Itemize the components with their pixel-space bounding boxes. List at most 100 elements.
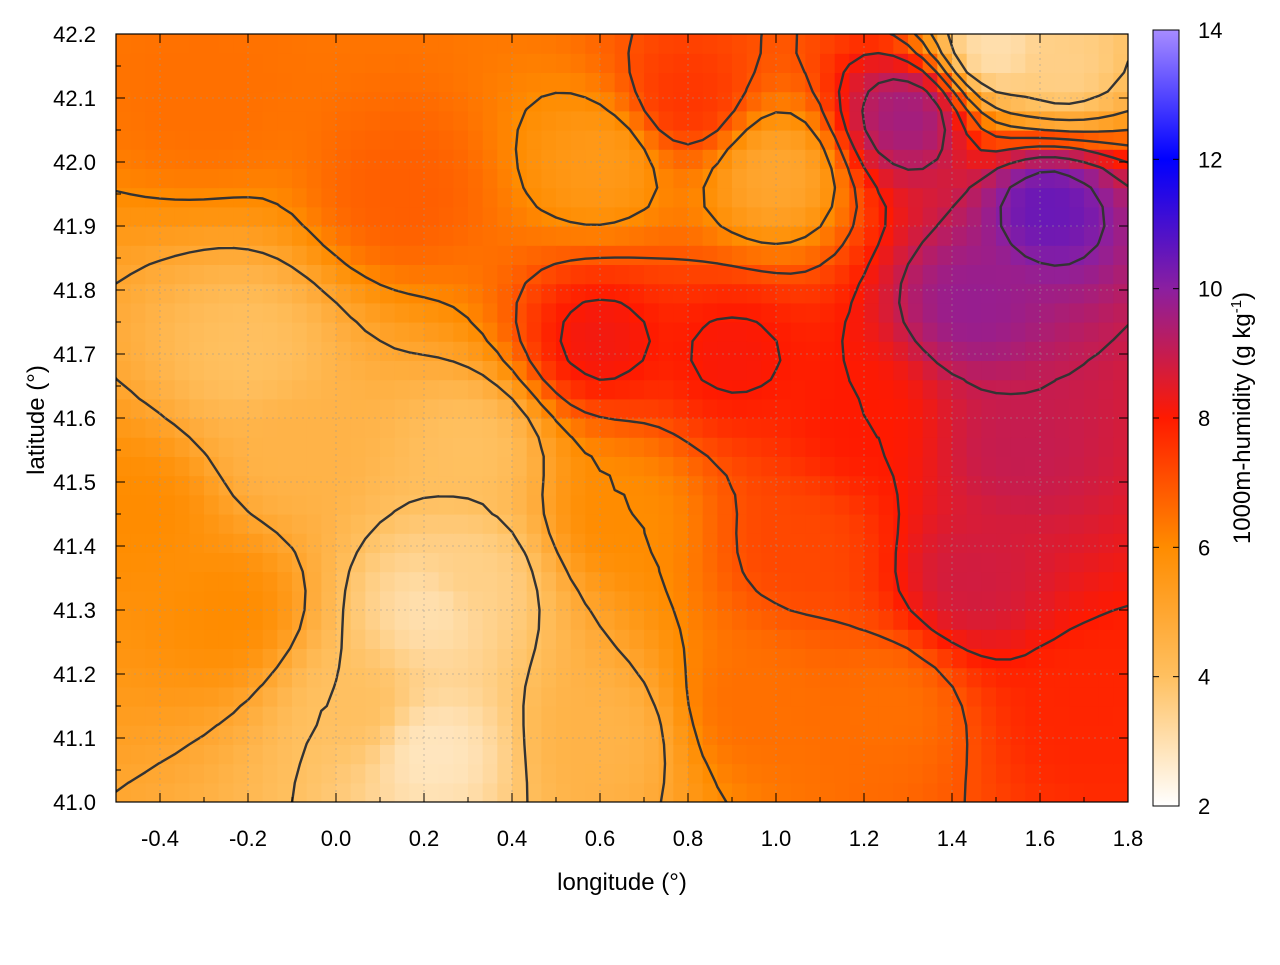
- heatmap-cell: [424, 744, 440, 765]
- heatmap-cell: [306, 149, 322, 169]
- heatmap-cell: [673, 533, 689, 553]
- heatmap-cell: [409, 706, 425, 726]
- heatmap-cell: [365, 571, 381, 592]
- heatmap-cell: [424, 322, 440, 342]
- heatmap-cell: [394, 360, 410, 381]
- heatmap-cell: [380, 552, 396, 573]
- heatmap-cell: [424, 379, 440, 400]
- heatmap-cell: [878, 494, 894, 515]
- heatmap-cell: [174, 341, 190, 361]
- heatmap-cell: [570, 686, 586, 707]
- heatmap-cell: [600, 552, 616, 573]
- heatmap-cell: [673, 763, 689, 784]
- heatmap-cell: [600, 629, 616, 649]
- heatmap-cell: [688, 629, 704, 649]
- heatmap-cell: [497, 226, 513, 246]
- heatmap-cell: [468, 571, 484, 592]
- heatmap-cell: [761, 130, 777, 150]
- heatmap-cell: [218, 322, 234, 342]
- heatmap-cell: [189, 706, 205, 726]
- heatmap-cell: [600, 34, 616, 54]
- heatmap-cell: [966, 494, 982, 515]
- heatmap-cell: [937, 782, 953, 802]
- heatmap-cell: [277, 226, 293, 246]
- heatmap-cell: [116, 379, 132, 400]
- heatmap-cell: [468, 552, 484, 573]
- heatmap-cell: [482, 706, 498, 726]
- heatmap-cell: [262, 398, 278, 419]
- heatmap-cell: [1010, 686, 1026, 707]
- heatmap-cell: [130, 302, 146, 323]
- heatmap-cell: [512, 72, 528, 93]
- heatmap-cell: [468, 110, 484, 131]
- heatmap-cell: [189, 283, 205, 304]
- heatmap-cell: [248, 475, 264, 496]
- heatmap-cell: [937, 130, 953, 150]
- heatmap-cell: [805, 552, 821, 573]
- heatmap-cell: [438, 283, 454, 304]
- heatmap-cell: [702, 590, 718, 611]
- heatmap-cell: [218, 53, 234, 73]
- heatmap-cell: [306, 341, 322, 361]
- heatmap-cell: [614, 206, 630, 227]
- heatmap-cell: [600, 360, 616, 381]
- heatmap-cell: [673, 264, 689, 285]
- heatmap-cell: [600, 149, 616, 169]
- heatmap-cell: [248, 206, 264, 227]
- heatmap-cell: [556, 283, 572, 304]
- heatmap-cell: [189, 379, 205, 400]
- heatmap-cell: [658, 571, 674, 592]
- heatmap-cell: [702, 494, 718, 515]
- heatmap-cell: [1054, 72, 1070, 93]
- heatmap-cell: [541, 744, 557, 765]
- heatmap-cell: [497, 629, 513, 649]
- heatmap-cell: [981, 226, 997, 246]
- heatmap-cell: [365, 763, 381, 784]
- heatmap-cell: [776, 379, 792, 400]
- heatmap-cell: [1069, 648, 1085, 669]
- heatmap-cell: [204, 610, 220, 630]
- heatmap-cell: [966, 533, 982, 553]
- heatmap-cell: [1025, 53, 1041, 73]
- heatmap-cell: [306, 725, 322, 745]
- heatmap-cell: [233, 590, 249, 611]
- heatmap-cell: [614, 610, 630, 630]
- heatmap-cell: [1025, 571, 1041, 592]
- heatmap-cell: [790, 533, 806, 553]
- heatmap-cell: [893, 725, 909, 745]
- heatmap-cell: [570, 149, 586, 169]
- heatmap-cell: [1010, 744, 1026, 765]
- heatmap-cell: [174, 283, 190, 304]
- heatmap-cell: [394, 53, 410, 73]
- heatmap-cell: [468, 341, 484, 361]
- heatmap-cell: [292, 667, 308, 688]
- heatmap-cell: [453, 341, 469, 361]
- heatmap-cell: [644, 533, 660, 553]
- heatmap-cell: [761, 782, 777, 802]
- heatmap-cell: [365, 245, 381, 265]
- heatmap-cell: [600, 226, 616, 246]
- heatmap-cell: [966, 437, 982, 457]
- heatmap-cell: [321, 168, 337, 189]
- heatmap-cell: [116, 437, 132, 457]
- heatmap-cell: [908, 187, 924, 208]
- heatmap-cell: [585, 379, 601, 400]
- heatmap-cell: [233, 34, 249, 54]
- heatmap-cell: [790, 34, 806, 54]
- heatmap-cell: [644, 206, 660, 227]
- heatmap-cell: [497, 91, 513, 112]
- heatmap-cell: [160, 206, 176, 227]
- heatmap-cell: [629, 590, 645, 611]
- heatmap-cell: [1054, 245, 1070, 265]
- heatmap-cell: [908, 533, 924, 553]
- heatmap-cell: [174, 206, 190, 227]
- heatmap-cell: [321, 610, 337, 630]
- heatmap-cell: [1098, 571, 1114, 592]
- heatmap-cell: [189, 590, 205, 611]
- heatmap-cell: [1040, 379, 1056, 400]
- heatmap-cell: [262, 706, 278, 726]
- heatmap-cell: [776, 130, 792, 150]
- heatmap-cell: [1098, 725, 1114, 745]
- heatmap-cell: [1054, 91, 1070, 112]
- heatmap-cell: [688, 302, 704, 323]
